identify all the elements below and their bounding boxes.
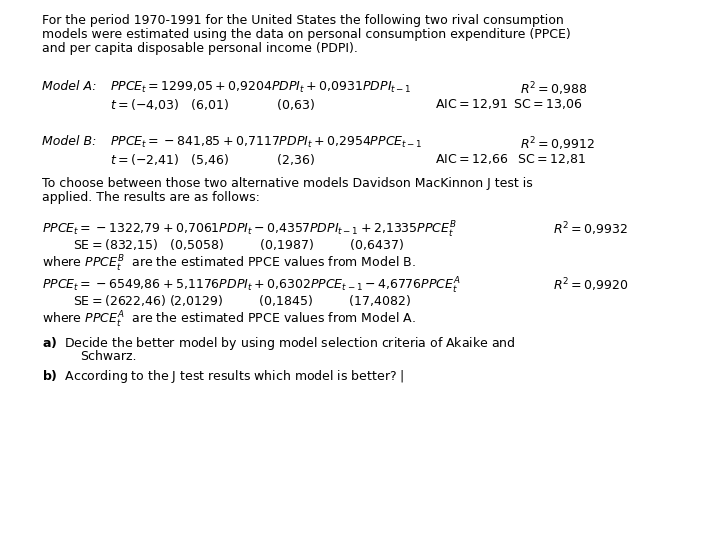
Text: where $\mathit{PPCE}^A_t$  are the estimated PPCE values from Model A.: where $\mathit{PPCE}^A_t$ are the estima… bbox=[42, 310, 415, 330]
Text: $R^2=0{,}9912$: $R^2=0{,}9912$ bbox=[520, 135, 596, 153]
Text: To choose between those two alternative models Davidson MacKinnon J test is: To choose between those two alternative … bbox=[42, 177, 532, 190]
Text: $t= (-2{,}41)\quad(5{,}46)\qquad\qquad(2{,}36)$: $t= (-2{,}41)\quad(5{,}46)\qquad\qquad(2… bbox=[110, 152, 316, 167]
Text: $\mathit{PPCE}_t =-841{,}85+0{,}7117\mathit{PDPI}_t+0{,}2954\mathit{PPCE}_{t-1}$: $\mathit{PPCE}_t =-841{,}85+0{,}7117\mat… bbox=[110, 135, 423, 150]
Text: $\mathrm{SE}=(2622{,}46)\;(2{,}0129)\qquad\quad(0{,}1845)\qquad\quad(17{,}4082)$: $\mathrm{SE}=(2622{,}46)\;(2{,}0129)\qqu… bbox=[73, 293, 411, 308]
Text: $\mathbf{b)}$  According to the J test results which model is better? |: $\mathbf{b)}$ According to the J test re… bbox=[42, 368, 404, 385]
Text: For the period 1970-1991 for the United States the following two rival consumpti: For the period 1970-1991 for the United … bbox=[42, 14, 564, 27]
Text: $\mathrm{AIC}{=}12{,}66\;\;\;\mathrm{SC}{=}12{,}81$: $\mathrm{AIC}{=}12{,}66\;\;\;\mathrm{SC}… bbox=[435, 152, 586, 166]
Text: where $\mathit{PPCE}^B_t$  are the estimated PPCE values from Model B.: where $\mathit{PPCE}^B_t$ are the estima… bbox=[42, 254, 415, 274]
Text: applied. The results are as follows:: applied. The results are as follows: bbox=[42, 191, 260, 204]
Text: $t= (-4{,}03)\quad(6{,}01)\qquad\qquad(0{,}63)$: $t= (-4{,}03)\quad(6{,}01)\qquad\qquad(0… bbox=[110, 97, 316, 112]
Text: $R^2=0{,}988$: $R^2=0{,}988$ bbox=[520, 80, 588, 98]
Text: and per capita disposable personal income (PDPI).: and per capita disposable personal incom… bbox=[42, 42, 358, 55]
Text: Model A:: Model A: bbox=[42, 80, 96, 93]
Text: $\mathit{PPCE}_t=-6549{,}86+5{,}1176\mathit{PDPI}_t+0{,}6302\mathit{PPCE}_{t-1}-: $\mathit{PPCE}_t=-6549{,}86+5{,}1176\mat… bbox=[42, 276, 461, 296]
Text: Schwarz.: Schwarz. bbox=[80, 350, 137, 363]
Text: $R^2=0{,}9920$: $R^2=0{,}9920$ bbox=[553, 276, 628, 294]
Text: $\mathit{PPCE}_t =1299{,}05+0{,}9204\mathit{PDPI}_t+0{,}0931\mathit{PDPI}_{t-1}$: $\mathit{PPCE}_t =1299{,}05+0{,}9204\mat… bbox=[110, 80, 412, 95]
Text: $\mathbf{a)}$  Decide the better model by using model selection criteria of Akai: $\mathbf{a)}$ Decide the better model by… bbox=[42, 335, 515, 352]
Text: $\mathrm{SE}=(832{,}15)\quad(0{,}5058)\qquad\quad(0{,}1987)\qquad\quad(0{,}6437): $\mathrm{SE}=(832{,}15)\quad(0{,}5058)\q… bbox=[73, 237, 404, 252]
Text: $\mathit{PPCE}_t=-1322{,}79+0{,}7061\mathit{PDPI}_t-0{,}4357\mathit{PDPI}_{t-1}+: $\mathit{PPCE}_t=-1322{,}79+0{,}7061\mat… bbox=[42, 220, 457, 240]
Text: models were estimated using the data on personal consumption expenditure (PPCE): models were estimated using the data on … bbox=[42, 28, 571, 41]
Text: Model B:: Model B: bbox=[42, 135, 96, 148]
Text: $\mathrm{AIC}=12{,}91\;\;\mathrm{SC}{=}13{,}06$: $\mathrm{AIC}=12{,}91\;\;\mathrm{SC}{=}1… bbox=[435, 97, 583, 111]
Text: $R^2=0{,}9932$: $R^2=0{,}9932$ bbox=[553, 220, 628, 237]
